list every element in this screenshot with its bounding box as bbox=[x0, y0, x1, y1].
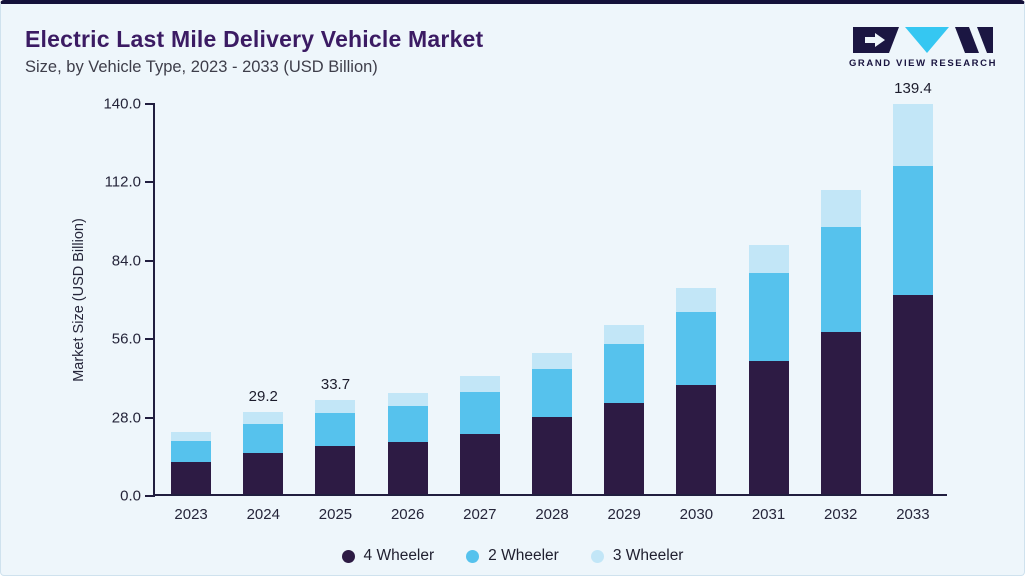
bar-2024 bbox=[243, 412, 284, 494]
bar-segment-4-wheeler-2023 bbox=[171, 461, 212, 494]
bar-2028 bbox=[532, 352, 572, 494]
x-tick-label: 2029 bbox=[607, 506, 641, 523]
bar-segment-3-wheeler-2025 bbox=[315, 399, 356, 413]
logo-slash-icon bbox=[969, 27, 987, 53]
y-tick-label: 112.0 bbox=[104, 173, 141, 191]
bar-segment-4-wheeler-2032 bbox=[820, 331, 861, 494]
y-tick-label: 56.0 bbox=[111, 330, 141, 348]
bar-segment-4-wheeler-2028 bbox=[532, 417, 572, 494]
bar-value-label-2033: 139.4 bbox=[894, 79, 932, 97]
y-tick-mark bbox=[145, 495, 155, 497]
y-tick-mark bbox=[145, 338, 155, 341]
legend-item-3-wheeler: 3 Wheeler bbox=[590, 547, 684, 565]
y-tick-mark bbox=[145, 103, 155, 105]
y-tick-label: 0.0 bbox=[120, 487, 141, 505]
bar-segment-4-wheeler-2024 bbox=[243, 452, 284, 494]
bar-value-label-2024: 29.2 bbox=[248, 388, 278, 406]
bar-segment-4-wheeler-2031 bbox=[748, 361, 789, 494]
x-tick-label: 2033 bbox=[896, 506, 930, 523]
bar-2033 bbox=[892, 103, 933, 494]
x-tick-label: 2030 bbox=[679, 506, 714, 523]
bar-segment-4-wheeler-2027 bbox=[459, 433, 500, 494]
y-tick-label: 28.0 bbox=[111, 409, 141, 427]
bar-2031 bbox=[748, 244, 789, 494]
bar-segment-2-wheeler-2031 bbox=[748, 272, 789, 361]
gvr-logo-marks bbox=[853, 27, 993, 53]
bar-segment-4-wheeler-2030 bbox=[676, 384, 717, 494]
bar-2029 bbox=[604, 324, 645, 494]
legend-item-4-wheeler: 4 Wheeler bbox=[341, 547, 435, 565]
legend-item-2-wheeler: 2 Wheeler bbox=[466, 547, 559, 565]
plot-area: 0.0 28.0 56.0 84.0 112.0 140.0 2023 2024 29.2 202… bbox=[103, 80, 947, 523]
x-tick-label: 2026 bbox=[390, 506, 425, 523]
bar-segment-2-wheeler-2023 bbox=[171, 440, 212, 462]
legend-swatch-4-wheeler bbox=[341, 549, 355, 563]
bar-2032 bbox=[820, 190, 861, 494]
legend-label-3-wheeler: 3 Wheeler bbox=[612, 547, 684, 564]
bar-2027 bbox=[459, 376, 500, 494]
x-tick-label: 2027 bbox=[463, 506, 497, 523]
legend-swatch-2-wheeler bbox=[466, 549, 480, 563]
bar-2023 bbox=[171, 432, 212, 494]
x-tick-label: 2023 bbox=[174, 506, 208, 523]
bar-segment-2-wheeler-2030 bbox=[676, 312, 717, 385]
bar-segment-3-wheeler-2030 bbox=[676, 288, 717, 313]
legend-label-2-wheeler: 2 Wheeler bbox=[488, 547, 559, 564]
bar-segment-2-wheeler-2033 bbox=[892, 166, 933, 296]
bar-segment-4-wheeler-2033 bbox=[892, 295, 933, 494]
x-tick-label: 2024 bbox=[246, 506, 280, 523]
x-tick-label: 2032 bbox=[824, 506, 858, 523]
y-tick-label: 84.0 bbox=[111, 252, 141, 270]
logo-text: GRAND VIEW RESEARCH bbox=[848, 58, 998, 69]
logo-arrow-icon bbox=[865, 33, 885, 47]
logo-shape-v bbox=[905, 27, 949, 53]
y-axis-title: Market Size (USD Billion) bbox=[71, 218, 87, 382]
bar-segment-4-wheeler-2026 bbox=[387, 442, 428, 494]
bar-segment-3-wheeler-2032 bbox=[820, 190, 861, 227]
x-tick-label: 2025 bbox=[318, 506, 353, 523]
bar-segment-3-wheeler-2033 bbox=[892, 103, 933, 167]
y-tick-mark bbox=[145, 181, 155, 184]
y-tick-mark bbox=[145, 416, 155, 419]
bar-segment-3-wheeler-2024 bbox=[243, 412, 284, 425]
legend-label-4-wheeler: 4 Wheeler bbox=[363, 547, 435, 564]
bar-segment-2-wheeler-2026 bbox=[387, 405, 428, 443]
bar-segment-2-wheeler-2029 bbox=[604, 344, 645, 403]
bar-segment-3-wheeler-2026 bbox=[387, 392, 428, 406]
x-tick-label: 2031 bbox=[751, 506, 786, 523]
bar-2026 bbox=[387, 392, 428, 494]
bar-segment-3-wheeler-2031 bbox=[748, 244, 789, 273]
bar-segment-3-wheeler-2029 bbox=[604, 324, 645, 345]
bar-segment-2-wheeler-2028 bbox=[532, 369, 572, 417]
chart-subtitle: Size, by Vehicle Type, 2023 - 2033 (USD … bbox=[25, 58, 378, 76]
gvr-logo: GRAND VIEW RESEARCH bbox=[848, 26, 998, 69]
bar-segment-3-wheeler-2027 bbox=[459, 376, 500, 392]
bar-segment-2-wheeler-2032 bbox=[820, 226, 861, 332]
y-tick-mark bbox=[145, 259, 155, 262]
legend-swatch-3-wheeler bbox=[590, 549, 604, 563]
bar-segment-2-wheeler-2025 bbox=[315, 412, 356, 447]
bar-segment-4-wheeler-2025 bbox=[315, 446, 356, 494]
x-tick-label: 2028 bbox=[535, 506, 569, 523]
bar-segment-3-wheeler-2023 bbox=[171, 432, 212, 441]
bar-segment-2-wheeler-2024 bbox=[243, 424, 284, 453]
bar-segment-4-wheeler-2029 bbox=[604, 403, 645, 494]
bar-2030 bbox=[676, 288, 717, 494]
bar-2025 bbox=[315, 399, 356, 494]
bar-segment-3-wheeler-2028 bbox=[532, 352, 572, 370]
legend: 4 Wheeler 2 Wheeler 3 Wheeler bbox=[1, 547, 1024, 565]
y-tick-label: 140.0 bbox=[103, 95, 141, 113]
chart-title: Electric Last Mile Delivery Vehicle Mark… bbox=[25, 26, 484, 52]
bar-value-label-2025: 33.7 bbox=[320, 375, 351, 393]
bar-segment-2-wheeler-2027 bbox=[459, 391, 500, 434]
